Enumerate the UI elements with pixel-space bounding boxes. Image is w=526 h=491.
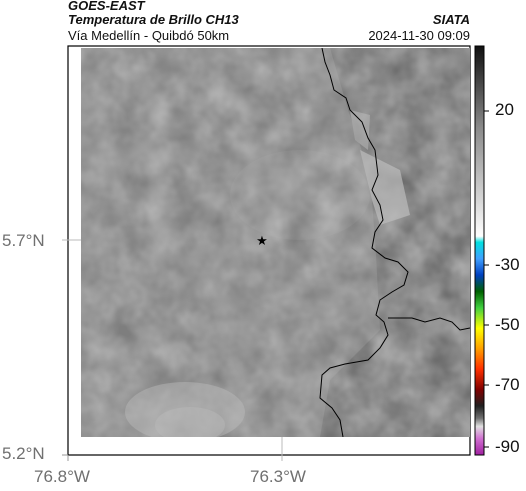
colorbar-ticks [484, 110, 489, 448]
colorbar [474, 45, 485, 456]
political-borders [319, 48, 470, 437]
lat-label-5.2: 5.2°N [2, 444, 45, 463]
satellite-imagery [81, 48, 470, 437]
star-icon: ★ [256, 233, 268, 248]
colorbar-label-minus90: -90 [495, 437, 520, 456]
lon-label-76.8: 76.8°W [34, 467, 90, 486]
lon-label-76.3: 76.3°W [250, 467, 306, 486]
colorbar-label-minus30: -30 [495, 255, 520, 274]
region-subtitle: Vía Medellín - Quibdó 50km [68, 28, 230, 43]
colorbar-label-20: 20 [495, 100, 514, 119]
datetime-label: 2024-11-30 09:09 [368, 28, 470, 43]
satellite-title: GOES-EAST [68, 0, 145, 13]
colorbar-label-minus50: -50 [495, 315, 520, 334]
colorbar-label-minus70: -70 [495, 375, 520, 394]
product-title: Temperatura de Brillo CH13 [68, 12, 239, 27]
agency-label: SIATA [432, 12, 470, 27]
lat-label-5.7: 5.7°N [2, 231, 45, 250]
